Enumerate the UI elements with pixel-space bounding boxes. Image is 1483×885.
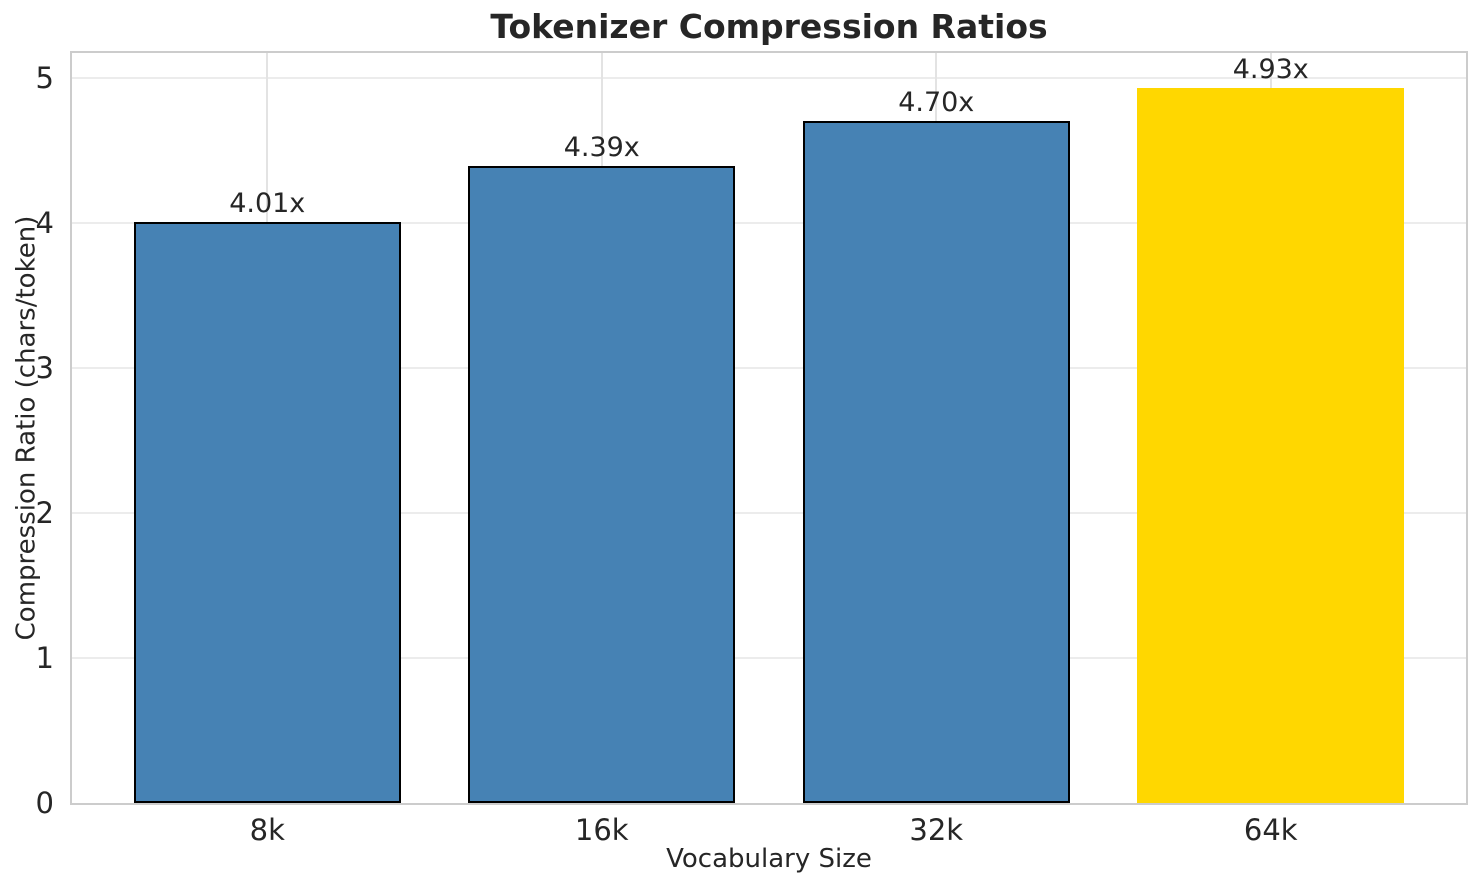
chart-title: Tokenizer Compression Ratios xyxy=(490,7,1048,46)
bar-32k xyxy=(802,121,1070,803)
plot-area: 4.01x 4.39x 4.70x 4.93x xyxy=(70,51,1468,805)
y-tick-label: 0 xyxy=(35,786,54,820)
x-tick-label: 32k xyxy=(909,813,964,847)
y-tick-label: 2 xyxy=(35,496,54,530)
x-axis-label: Vocabulary Size xyxy=(666,844,872,874)
y-gridline xyxy=(72,512,1466,514)
bar-value-label: 4.01x xyxy=(229,188,306,219)
x-tick-label: 8k xyxy=(249,813,285,847)
bar-64k xyxy=(1137,88,1405,803)
x-tick-label: 16k xyxy=(574,813,629,847)
bar-value-label: 4.93x xyxy=(1232,54,1309,85)
bar-16k xyxy=(468,166,736,803)
y-axis-gutter: Compression Ratio (chars/token) xyxy=(0,51,52,805)
bar-layer: 4.01x 4.39x 4.70x 4.93x xyxy=(72,53,1466,803)
y-gridline xyxy=(72,367,1466,369)
y-tick-label: 4 xyxy=(35,206,54,240)
y-tick-label: 3 xyxy=(35,351,54,385)
bar-8k xyxy=(133,222,401,803)
y-axis-label: Compression Ratio (chars/token) xyxy=(11,215,41,641)
y-tick-label: 5 xyxy=(35,61,54,95)
y-gridline xyxy=(72,657,1466,659)
y-tick-label: 1 xyxy=(35,641,54,675)
y-gridline xyxy=(72,77,1466,79)
bar-value-label: 4.70x xyxy=(898,87,975,118)
y-gridline xyxy=(72,222,1466,224)
bar-value-label: 4.39x xyxy=(563,132,640,163)
x-tick-label: 64k xyxy=(1243,813,1298,847)
